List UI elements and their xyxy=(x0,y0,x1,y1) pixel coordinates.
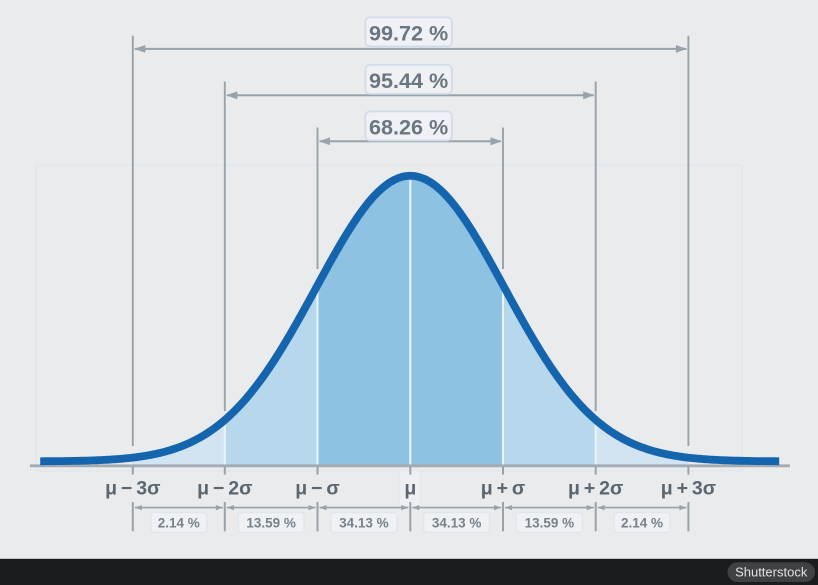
svg-text:95.44 %: 95.44 % xyxy=(369,68,448,93)
svg-text:13.59 %: 13.59 % xyxy=(525,515,575,530)
svg-text:2.14 %: 2.14 % xyxy=(621,515,663,530)
svg-text:Shutterstock: Shutterstock xyxy=(735,565,808,580)
svg-text:μ + 3σ: μ + 3σ xyxy=(661,477,716,499)
svg-text:μ − 3σ: μ − 3σ xyxy=(105,477,160,499)
svg-text:13.59 %: 13.59 % xyxy=(246,515,296,530)
svg-text:34.13 %: 34.13 % xyxy=(339,515,389,530)
svg-text:μ + σ: μ + σ xyxy=(481,477,525,499)
svg-text:μ − 2σ: μ − 2σ xyxy=(197,477,252,499)
svg-text:2.14 %: 2.14 % xyxy=(158,515,200,530)
svg-text:μ + 2σ: μ + 2σ xyxy=(568,477,623,499)
svg-text:68.26 %: 68.26 % xyxy=(369,115,448,140)
svg-text:34.13 %: 34.13 % xyxy=(432,515,482,530)
svg-text:99.72 %: 99.72 % xyxy=(369,21,448,46)
svg-text:μ − σ: μ − σ xyxy=(295,477,339,499)
svg-text:μ: μ xyxy=(404,477,416,499)
